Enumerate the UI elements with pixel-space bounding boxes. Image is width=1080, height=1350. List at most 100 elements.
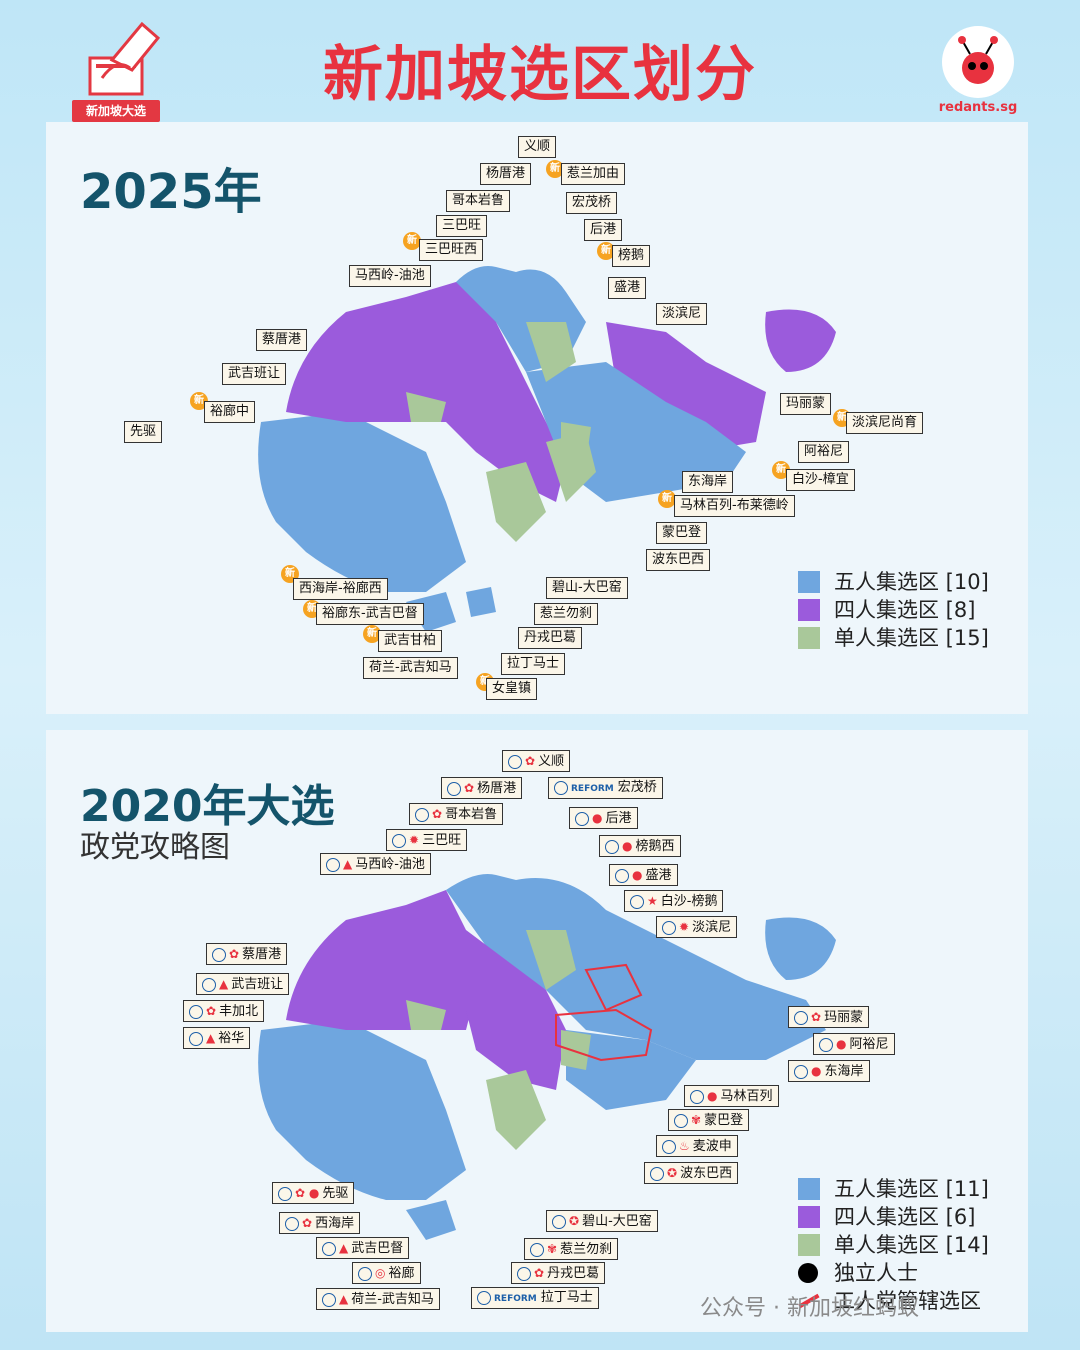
label-jurong-central: 裕廊中 [204,401,256,423]
label-tampines: ✹ 淡滨尼 [656,916,738,938]
label-marine-parade: 马林百列-布莱德岭 [674,495,795,517]
label-bukit-gombak: 武吉甘柏 [378,630,443,652]
brand-logo[interactable]: redants.sg [938,26,1018,126]
label-aljunied: ● 阿裕尼 [813,1033,895,1055]
label-yio-chu-kang: ✿ 杨厝港 [441,777,523,799]
new-badge: 新 [772,461,790,479]
label-bishan: ✪ 碧山-大巴窑 [546,1210,658,1232]
label-yishun: ✿ 义顺 [502,750,571,772]
label-sengkang: ● 盛港 [609,864,678,886]
region-west-blue [258,412,466,592]
label-yishun: 义顺 [518,136,557,158]
brand-name: redants.sg [938,100,1018,115]
panel-subtitle: 政党攻略图 [80,830,230,865]
label-yio-chu-kang: 杨厝港 [480,163,532,185]
label-punggol: 榜鹅 [612,245,651,267]
region-center-purple [426,322,566,502]
label-holland: ▲ 荷兰-武吉知马 [316,1288,440,1310]
ant-icon [942,26,1014,98]
label-punggol-west: ● 榜鹅西 [599,835,681,857]
election-logo: 新加坡大选 [72,18,161,122]
legend-item: 四人集选区 [6] [798,1203,989,1231]
label-ang-mo-kio: 宏茂桥 [566,192,618,214]
label-yuhua: ▲ 裕华 [183,1027,251,1049]
legend-2020: 五人集选区 [11] 四人集选区 [6] 单人集选区 [14] 独立人士 工人党… [798,1175,989,1315]
legend-item: 单人集选区 [15] [798,624,989,652]
label-marsiling: 马西岭-油池 [349,265,431,287]
label-pasir-ris-changi: 白沙-樟宜 [786,469,855,491]
label-hougang-rock: ✿ 哥本岩鲁 [409,803,504,825]
smc-5 [561,422,591,462]
label-yuhua-jurong: ◎ 裕廊 [352,1262,421,1284]
smc-3 [406,392,446,422]
label-radin-mas: REFORM 拉丁马士 [471,1287,599,1309]
label-macpherson: ♨ 麦波申 [656,1135,738,1157]
label-sembawang-west: 三巴旺西 [419,239,484,261]
label-sengkang: 盛港 [608,277,647,299]
label-hong-kah-north: ✿ 丰加北 [183,1000,265,1022]
label-east-coast: 东海岸 [682,471,734,493]
label-potong-pasir: 波东巴西 [646,549,711,571]
label-pasir-ris-punggol: ★ 白沙-榜鹅 [624,890,724,912]
label-marymount: 玛丽蒙 [780,393,832,415]
new-badge: 新 [546,160,564,178]
smc-4 [486,462,546,542]
label-jalan-besar: 惹兰勿刹 [534,603,599,625]
southern-island [406,592,456,632]
label-marine-parade: ● 马林百列 [684,1085,779,1107]
logo-label: 新加坡大选 [72,100,160,122]
map-panel-2020: 2020年大选 政党攻略图 ✿ 义顺 ✿ 杨厝港 REFORM 宏茂桥 ✿ 哥本岩鲁 ●… [46,730,1028,1332]
new-badge: 新 [658,490,676,508]
label-jalan-kayu: 惹兰加由 [561,163,626,185]
legend-item: 工人党管辖选区 [798,1287,989,1315]
label-mountbatten: 蒙巴登 [656,522,708,544]
label-hougang-rock: 哥本岩鲁 [446,190,511,212]
label-east-coast: ● 东海岸 [788,1060,870,1082]
wp-aljunied-outline [555,1008,653,1062]
label-choa-chu-kang: ✿ 蔡厝港 [206,943,288,965]
label-marymount: ✿ 玛丽蒙 [788,1006,870,1028]
legend-item: 单人集选区 [14] [798,1231,989,1259]
label-aljunied: 阿裕尼 [798,441,850,463]
label-bukit-panjang: ▲ 武吉班让 [196,973,290,995]
label-tampines-changkat: 淡滨尼尚育 [846,412,924,434]
label-sembawang: ✹ 三巴旺 [386,829,468,851]
singapore-map-2025 [258,266,836,632]
label-queenstown: 女皇镇 [486,678,538,700]
label-sembawang: 三巴旺 [436,215,488,237]
label-mountbatten: ✾ 蒙巴登 [668,1109,750,1131]
label-west-coast: ✿ 西海岸 [279,1212,361,1234]
label-pioneer: ✿ ● 先驱 [272,1182,355,1204]
panel-year: 2025年 [80,164,262,220]
page-title: 新加坡选区划分 [323,40,757,110]
label-pioneer: 先驱 [124,421,163,443]
singapore-map-2020 [258,874,836,1240]
legend-item: 四人集选区 [8] [798,596,989,624]
label-hougang: ● 后港 [569,807,638,829]
label-jurong-east: 裕廊东-武吉巴督 [316,603,424,625]
label-tanjong-pagar: 丹戎巴葛 [518,627,583,649]
legend-item: 五人集选区 [11] [798,1175,989,1203]
label-jalan-besar: ✾ 惹兰勿刹 [524,1238,619,1260]
label-ang-mo-kio: REFORM 宏茂桥 [548,777,663,799]
label-potong-pasir: ✪ 波东巴西 [644,1162,739,1184]
label-choa-chu-kang: 蔡厝港 [256,329,308,351]
wp-sengkang-outline [584,963,643,1012]
pulau-ubin [765,309,836,372]
label-tanjong-pagar: ✿ 丹戎巴葛 [511,1262,606,1284]
new-badge: 新 [403,232,421,250]
legend-item: 五人集选区 [10] [798,568,989,596]
label-radin-mas: 拉丁马士 [501,653,566,675]
label-hougang: 后港 [584,219,623,241]
legend-item: 独立人士 [798,1259,989,1287]
southern-island-2 [466,587,496,617]
label-bishan: 碧山-大巴窑 [546,577,628,599]
new-badge: 新 [363,625,381,643]
new-badge: 新 [597,242,615,260]
label-marsiling: ▲ 马西岭-油池 [320,853,431,875]
ballot-hand-icon [88,21,161,96]
label-bukit-batok: ▲ 武吉巴督 [316,1237,410,1259]
map-panel-2025: 2025年 义顺 杨厝港 新 惹兰加由 哥本岩鲁 宏茂桥 三巴旺 后港 新 三巴… [46,122,1028,714]
smc-1 [526,322,576,382]
label-holland: 荷兰-武吉知马 [363,657,458,679]
